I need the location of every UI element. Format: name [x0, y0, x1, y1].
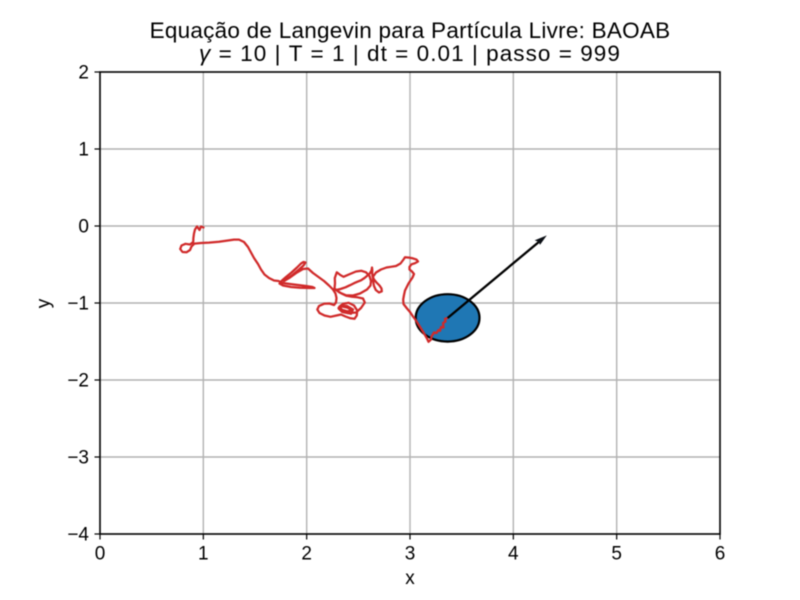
svg-text:−4: −4: [67, 525, 89, 546]
svg-text:1: 1: [198, 543, 209, 564]
svg-text:x: x: [405, 568, 415, 589]
svg-text:γ = 10 | T = 1 | dt = 0.01 | p: γ = 10 | T = 1 | dt = 0.01 | passo = 999: [199, 41, 621, 66]
svg-text:−3: −3: [67, 448, 89, 469]
svg-text:2: 2: [301, 543, 312, 564]
svg-text:y: y: [34, 298, 55, 308]
svg-text:−2: −2: [67, 371, 89, 392]
svg-text:6: 6: [715, 543, 726, 564]
svg-text:0: 0: [78, 217, 89, 238]
svg-text:3: 3: [405, 543, 416, 564]
svg-text:0: 0: [95, 543, 106, 564]
svg-text:−1: −1: [67, 294, 89, 315]
svg-text:4: 4: [508, 543, 519, 564]
svg-text:5: 5: [611, 543, 622, 564]
svg-text:2: 2: [78, 63, 89, 84]
svg-text:1: 1: [78, 140, 89, 161]
svg-text:Equação de Langevin para Partí: Equação de Langevin para Partícula Livre…: [150, 18, 671, 43]
